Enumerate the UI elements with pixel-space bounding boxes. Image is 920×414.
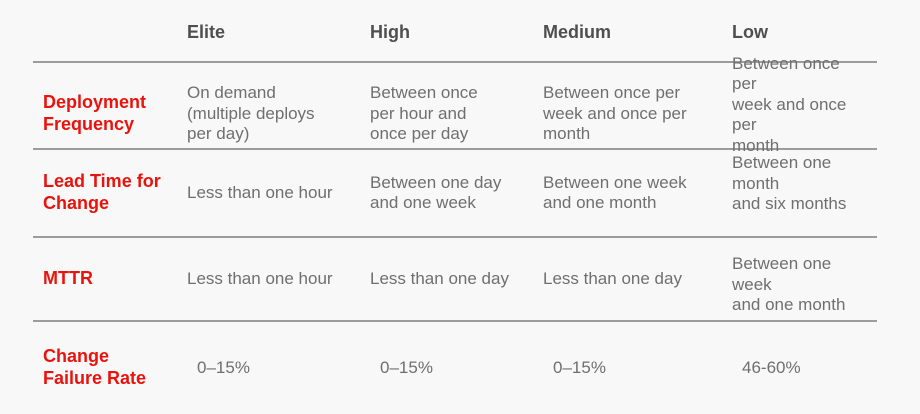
cell-change-failure-rate-low: 46-60% [742,357,801,377]
table-header-row: Elite High Medium Low [33,0,877,63]
row-label-change-failure-rate: Change Failure Rate [43,346,147,388]
header-cell-empty [33,29,187,33]
cell-lead-time-medium: Between one week and one month [543,172,687,212]
cell-deployment-frequency-high: Between once per hour and once per day [370,83,478,144]
cell-mttr-medium: Less than one day [543,268,682,288]
cell-change-failure-rate-elite: 0–15% [197,357,250,377]
cell-mttr-high: Less than one day [370,268,509,288]
header-cell-low: Low [732,22,768,42]
cell-deployment-frequency-low: Between once per week and once per month [732,54,847,155]
cell-mttr-elite: Less than one hour [187,268,333,288]
row-label-mttr: MTTR [43,268,93,289]
cell-change-failure-rate-high: 0–15% [380,357,433,377]
table-row-deployment-frequency: Deployment Frequency On demand (multiple… [33,54,877,155]
row-label-deployment-frequency: Deployment Frequency [43,92,147,134]
cell-lead-time-elite: Less than one hour [187,182,333,202]
cell-deployment-frequency-elite: On demand (multiple deploys per day) [187,83,315,144]
header-cell-medium: Medium [543,22,612,42]
cell-deployment-frequency-medium: Between once per week and once per month [543,83,687,144]
cell-lead-time-low: Between one month and six months [732,153,847,214]
table-row-lead-time-for-change: Lead Time for Change Less than one hour … [33,150,877,238]
header-cell-high: High [370,22,410,42]
table-row-change-failure-rate: Change Failure Rate 0–15% 0–15% 0–15% 46… [33,322,877,414]
cell-change-failure-rate-medium: 0–15% [553,357,606,377]
table-row-mttr: MTTR Less than one hour Less than one da… [33,238,877,322]
cell-mttr-low: Between one week and one month [732,254,846,315]
cell-lead-time-high: Between one day and one week [370,172,502,212]
header-cell-elite: Elite [187,22,226,42]
row-label-lead-time-for-change: Lead Time for Change [43,171,161,213]
